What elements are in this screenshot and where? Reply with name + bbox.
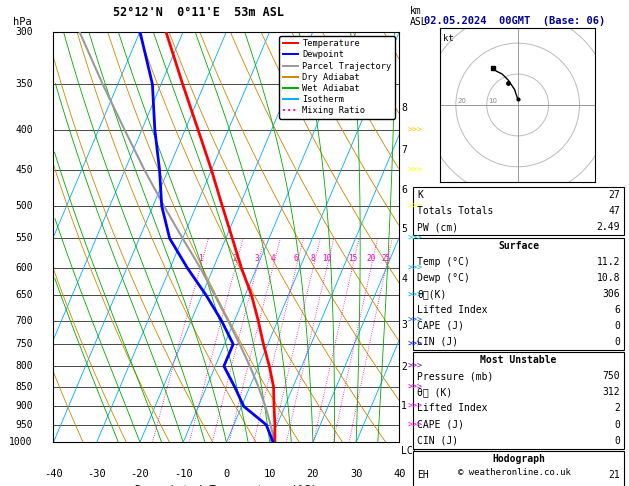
Text: 1: 1: [401, 400, 407, 411]
Text: © weatheronline.co.uk: © weatheronline.co.uk: [458, 468, 571, 477]
Text: hPa: hPa: [13, 17, 31, 28]
Text: -40: -40: [44, 469, 63, 479]
Text: 10.8: 10.8: [597, 273, 620, 283]
Text: LCL: LCL: [401, 446, 419, 456]
Text: Mixing Ratio (g/kg): Mixing Ratio (g/kg): [424, 247, 433, 349]
Text: 5: 5: [401, 224, 407, 234]
Text: >>>: >>>: [408, 316, 423, 325]
Text: 11.2: 11.2: [597, 257, 620, 267]
Text: 30: 30: [350, 469, 362, 479]
Text: 950: 950: [15, 420, 33, 430]
Text: 450: 450: [15, 165, 33, 175]
Text: Dewp (°C): Dewp (°C): [417, 273, 470, 283]
Text: 600: 600: [15, 263, 33, 273]
Text: 6: 6: [294, 254, 298, 263]
Text: >>>: >>>: [408, 201, 423, 210]
Text: EH: EH: [417, 470, 429, 480]
Text: CAPE (J): CAPE (J): [417, 321, 464, 331]
Text: 0: 0: [615, 419, 620, 430]
Text: 6: 6: [401, 186, 407, 195]
Text: 3: 3: [255, 254, 259, 263]
Text: CAPE (J): CAPE (J): [417, 419, 464, 430]
Text: 0: 0: [615, 337, 620, 347]
Text: >>>: >>>: [408, 420, 423, 429]
Text: 0: 0: [223, 469, 230, 479]
Text: Surface: Surface: [498, 241, 539, 251]
Text: Most Unstable: Most Unstable: [481, 355, 557, 365]
Text: 10: 10: [488, 98, 498, 104]
Text: 6: 6: [615, 305, 620, 315]
Text: 8: 8: [311, 254, 315, 263]
Text: 500: 500: [15, 201, 33, 211]
Text: Totals Totals: Totals Totals: [417, 206, 493, 216]
Text: 10: 10: [322, 254, 331, 263]
Text: 300: 300: [15, 27, 33, 36]
Text: 3: 3: [401, 320, 407, 330]
Text: 2: 2: [233, 254, 238, 263]
Text: 850: 850: [15, 382, 33, 392]
Text: km
ASL: km ASL: [410, 6, 428, 28]
Text: >>>: >>>: [408, 340, 423, 348]
Text: 0: 0: [615, 321, 620, 331]
Text: 306: 306: [603, 289, 620, 299]
Text: >>>: >>>: [408, 291, 423, 300]
Text: 20: 20: [307, 469, 319, 479]
Text: CIN (J): CIN (J): [417, 435, 458, 446]
Text: >>>: >>>: [408, 263, 423, 273]
Text: θᴄ (K): θᴄ (K): [417, 387, 452, 398]
Text: 4: 4: [401, 274, 407, 284]
Text: θᴄ(K): θᴄ(K): [417, 289, 447, 299]
Text: >>>: >>>: [408, 165, 423, 174]
Text: 8: 8: [401, 103, 407, 113]
Text: Hodograph: Hodograph: [492, 454, 545, 464]
Text: 800: 800: [15, 361, 33, 371]
Text: >>>: >>>: [408, 402, 423, 411]
Text: 2: 2: [401, 362, 407, 372]
Text: -30: -30: [87, 469, 106, 479]
Text: -10: -10: [174, 469, 192, 479]
Text: 15: 15: [348, 254, 357, 263]
Text: >>>: >>>: [408, 125, 423, 134]
Text: Lifted Index: Lifted Index: [417, 305, 487, 315]
Text: CIN (J): CIN (J): [417, 337, 458, 347]
Text: 25: 25: [381, 254, 391, 263]
Text: 650: 650: [15, 290, 33, 300]
Text: 700: 700: [15, 315, 33, 326]
Text: 350: 350: [15, 79, 33, 89]
Text: 750: 750: [15, 339, 33, 349]
Text: 1: 1: [198, 254, 203, 263]
Text: 47: 47: [608, 206, 620, 216]
Text: 550: 550: [15, 233, 33, 243]
Text: Temp (°C): Temp (°C): [417, 257, 470, 267]
Text: 52°12'N  0°11'E  53m ASL: 52°12'N 0°11'E 53m ASL: [113, 6, 284, 19]
Text: Lifted Index: Lifted Index: [417, 403, 487, 414]
Text: 1000: 1000: [9, 437, 33, 447]
Text: 400: 400: [15, 125, 33, 135]
Text: 750: 750: [603, 371, 620, 382]
Text: PW (cm): PW (cm): [417, 222, 458, 232]
Text: K: K: [417, 190, 423, 200]
Text: 20: 20: [457, 98, 466, 104]
Text: 10: 10: [264, 469, 276, 479]
Text: 21: 21: [608, 470, 620, 480]
Text: 7: 7: [401, 145, 407, 156]
Text: 0: 0: [615, 435, 620, 446]
Text: 312: 312: [603, 387, 620, 398]
Text: 900: 900: [15, 401, 33, 411]
Text: 40: 40: [393, 469, 406, 479]
Text: 27: 27: [608, 190, 620, 200]
Text: kt: kt: [443, 34, 454, 43]
Legend: Temperature, Dewpoint, Parcel Trajectory, Dry Adiabat, Wet Adiabat, Isotherm, Mi: Temperature, Dewpoint, Parcel Trajectory…: [279, 36, 395, 119]
Text: 4: 4: [270, 254, 275, 263]
Text: >>>: >>>: [408, 362, 423, 371]
Text: 2.49: 2.49: [597, 222, 620, 232]
Text: >>>: >>>: [408, 234, 423, 243]
Text: 20: 20: [366, 254, 376, 263]
Text: 02.05.2024  00GMT  (Base: 06): 02.05.2024 00GMT (Base: 06): [424, 16, 605, 26]
Text: Pressure (mb): Pressure (mb): [417, 371, 493, 382]
Text: 2: 2: [615, 403, 620, 414]
Text: -20: -20: [131, 469, 149, 479]
Text: >>>: >>>: [408, 382, 423, 391]
